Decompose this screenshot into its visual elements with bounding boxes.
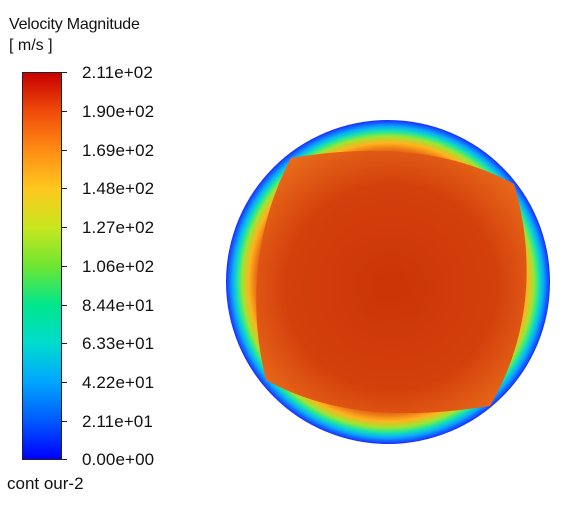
tick-mark bbox=[62, 266, 67, 267]
tick-mark bbox=[62, 382, 67, 383]
tick-mark bbox=[62, 459, 67, 460]
tick-mark bbox=[62, 111, 67, 112]
colorbar bbox=[22, 72, 62, 460]
tick-mark bbox=[62, 227, 67, 228]
legend-units: [ m/s ] bbox=[9, 36, 53, 55]
tick-mark bbox=[62, 188, 67, 189]
velocity-contour-plot[interactable] bbox=[224, 118, 552, 446]
high-velocity-core bbox=[256, 151, 526, 413]
tick-mark bbox=[62, 150, 67, 151]
tick-label: 2.11e+01 bbox=[82, 412, 153, 432]
tick-label-min: 0.00e+00 bbox=[82, 450, 154, 470]
tick-label: 8.44e+01 bbox=[82, 296, 154, 316]
velocity-contour-svg bbox=[224, 118, 552, 446]
tick-mark bbox=[62, 421, 67, 422]
tick-label: 1.69e+02 bbox=[82, 141, 154, 161]
tick-mark bbox=[62, 343, 67, 344]
tick-mark bbox=[62, 305, 67, 306]
tick-label: 6.33e+01 bbox=[82, 334, 154, 354]
contour-name: cont our-2 bbox=[7, 474, 84, 494]
tick-label: 4.22e+01 bbox=[82, 373, 154, 393]
tick-label: 1.27e+02 bbox=[82, 218, 154, 238]
tick-label: 1.48e+02 bbox=[82, 179, 154, 199]
tick-label: 1.06e+02 bbox=[82, 257, 154, 277]
tick-label-max: 2.11e+02 bbox=[82, 63, 153, 83]
legend-title: Velocity Magnitude bbox=[9, 15, 140, 34]
tick-mark bbox=[62, 72, 67, 73]
tick-label: 1.90e+02 bbox=[82, 102, 154, 122]
